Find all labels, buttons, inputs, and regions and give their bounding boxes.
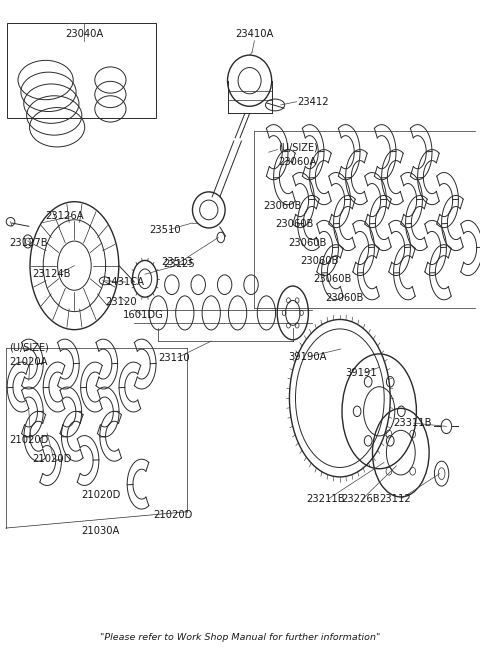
Text: 21020D: 21020D [33, 454, 72, 464]
Text: 23060B: 23060B [276, 219, 314, 230]
Text: 21020D: 21020D [154, 510, 193, 520]
Text: 23510: 23510 [149, 224, 180, 235]
Text: 23120: 23120 [106, 297, 137, 307]
Text: 23125: 23125 [163, 258, 195, 269]
Text: 23211B: 23211B [306, 493, 345, 504]
Text: "Please refer to Work Shop Manual for further information": "Please refer to Work Shop Manual for fu… [100, 633, 380, 642]
Text: 23513: 23513 [161, 257, 192, 268]
Text: 21020A: 21020A [10, 357, 48, 367]
Text: 39191: 39191 [346, 367, 377, 378]
Bar [7, 23, 156, 118]
Text: 23126A: 23126A [46, 211, 84, 222]
Text: 23410A: 23410A [235, 30, 274, 39]
Text: 23040A: 23040A [65, 30, 103, 39]
Text: 23060A: 23060A [278, 157, 317, 167]
Text: 23060B: 23060B [263, 201, 301, 211]
Text: 23110: 23110 [158, 352, 190, 363]
Text: 23112: 23112 [379, 493, 411, 504]
Text: 1431CA: 1431CA [106, 277, 144, 287]
Text: 21020D: 21020D [82, 490, 121, 501]
Text: 23311B: 23311B [394, 418, 432, 428]
Text: 23060B: 23060B [313, 274, 351, 285]
Text: 23060B: 23060B [300, 256, 339, 266]
Text: 23124B: 23124B [33, 269, 71, 279]
Text: (U/SIZE): (U/SIZE) [10, 342, 49, 353]
Text: 23127B: 23127B [10, 237, 48, 248]
Text: 23060B: 23060B [325, 293, 364, 303]
Text: 21030A: 21030A [82, 526, 120, 536]
Text: (U/SIZE): (U/SIZE) [278, 142, 318, 153]
Text: 23060B: 23060B [288, 237, 326, 248]
Text: 39190A: 39190A [288, 352, 326, 362]
Text: 23412: 23412 [298, 96, 329, 107]
Text: 23226B: 23226B [341, 493, 379, 504]
Text: 21020D: 21020D [10, 434, 49, 445]
Text: 1601DG: 1601DG [122, 310, 163, 320]
